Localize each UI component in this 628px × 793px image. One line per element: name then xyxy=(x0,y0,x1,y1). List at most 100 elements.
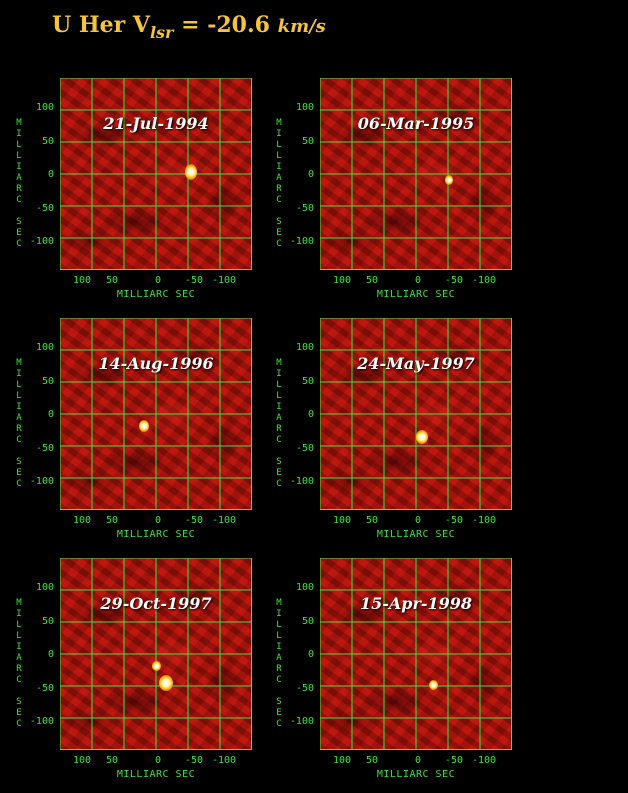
y-tick-label: 100 xyxy=(35,342,54,353)
epoch-date: 24-May-1997 xyxy=(357,354,475,373)
y-tick-label: -50 xyxy=(35,683,54,694)
coordinate-grid xyxy=(320,78,512,270)
map-panel-1: 21-Jul-1994 100 50 0 -50 -100 100 50 0 -50 -100 M I L… xyxy=(14,78,274,308)
y-tick-label: -50 xyxy=(295,203,314,214)
y-tick-label: 100 xyxy=(295,342,314,353)
coordinate-grid xyxy=(320,558,512,750)
y-tick-label: -50 xyxy=(295,683,314,694)
x-axis-label: MILLIARC SEC xyxy=(376,769,456,780)
y-tick-label: -50 xyxy=(35,203,54,214)
x-tick-label: -50 xyxy=(444,275,464,286)
map-panel-5: 29-Oct-1997 100 50 0 -50 -100 100 50 0 -50 -100 M I L… xyxy=(14,558,274,788)
y-tick-label: -50 xyxy=(295,443,314,454)
y-tick-label: 50 xyxy=(301,376,314,387)
y-tick-label: 100 xyxy=(295,582,314,593)
x-tick-label: -100 xyxy=(471,755,497,766)
maser-map: 06-Mar-1995 xyxy=(320,78,512,270)
x-tick-label: -50 xyxy=(184,755,204,766)
maser-spot xyxy=(444,174,453,185)
x-tick-label: -50 xyxy=(444,755,464,766)
maser-spot xyxy=(184,164,197,181)
y-tick-label: 100 xyxy=(295,102,314,113)
maser-spot xyxy=(139,419,150,432)
map-panel-2: 06-Mar-1995 100 50 0 -50 -100 100 50 0 -50 -100 M I L… xyxy=(274,78,534,308)
x-tick-label: 50 xyxy=(365,515,379,526)
y-tick-label: 50 xyxy=(301,616,314,627)
y-tick-label: 0 xyxy=(47,649,54,660)
x-tick-label: 50 xyxy=(365,275,379,286)
x-tick-label: -50 xyxy=(444,515,464,526)
y-tick-label: 0 xyxy=(307,169,314,180)
x-tick-label: 50 xyxy=(105,275,119,286)
y-tick-label: 0 xyxy=(47,169,54,180)
x-axis-label: MILLIARC SEC xyxy=(116,769,196,780)
x-tick-label: 100 xyxy=(332,275,352,286)
x-tick-label: -100 xyxy=(471,515,497,526)
map-panel-3: 14-Aug-1996 100 50 0 -50 -100 100 50 0 -50 -100 M I L… xyxy=(14,318,274,548)
x-tick-label: -50 xyxy=(184,515,204,526)
x-tick-label: 100 xyxy=(72,515,92,526)
epoch-date: 14-Aug-1996 xyxy=(98,354,214,373)
y-tick-label: -100 xyxy=(289,716,314,727)
x-tick-label: 50 xyxy=(105,755,119,766)
x-tick-label: 50 xyxy=(365,755,379,766)
x-tick-label: 100 xyxy=(72,275,92,286)
y-tick-label: -100 xyxy=(29,476,54,487)
y-tick-label: -100 xyxy=(29,236,54,247)
epoch-date: 06-Mar-1995 xyxy=(357,114,475,133)
y-tick-label: 100 xyxy=(35,102,54,113)
epoch-date: 15-Apr-1998 xyxy=(359,594,473,613)
y-tick-label: -50 xyxy=(35,443,54,454)
x-tick-label: 0 xyxy=(154,515,162,526)
x-tick-label: 0 xyxy=(154,275,162,286)
x-axis-label: MILLIARC SEC xyxy=(376,529,456,540)
maser-spot xyxy=(415,430,428,445)
maser-map: 14-Aug-1996 xyxy=(60,318,252,510)
coordinate-grid xyxy=(60,318,252,510)
maser-spot xyxy=(428,679,438,690)
x-tick-label: 100 xyxy=(332,515,352,526)
maser-map: 29-Oct-1997 xyxy=(60,558,252,750)
x-tick-label: -100 xyxy=(211,755,237,766)
maser-map: 24-May-1997 xyxy=(320,318,512,510)
epoch-date: 21-Jul-1994 xyxy=(103,114,209,133)
maser-spot xyxy=(158,674,173,691)
y-tick-label: 0 xyxy=(307,649,314,660)
x-tick-label: 100 xyxy=(332,755,352,766)
x-tick-label: 0 xyxy=(414,755,422,766)
y-tick-label: 100 xyxy=(35,582,54,593)
y-tick-label: 50 xyxy=(41,136,54,147)
x-axis-label: MILLIARC SEC xyxy=(376,289,456,300)
figure-title: U Her Vlsr = -20.6 km/s xyxy=(52,12,326,42)
x-axis-label: MILLIARC SEC xyxy=(116,289,196,300)
x-tick-label: -100 xyxy=(211,515,237,526)
x-axis-label: MILLIARC SEC xyxy=(116,529,196,540)
epoch-date: 29-Oct-1997 xyxy=(100,594,212,613)
x-tick-label: 50 xyxy=(105,515,119,526)
coordinate-grid xyxy=(60,78,252,270)
y-tick-label: 0 xyxy=(307,409,314,420)
y-tick-label: 50 xyxy=(301,136,314,147)
y-tick-label: 50 xyxy=(41,376,54,387)
y-tick-label: -100 xyxy=(289,476,314,487)
map-panel-4: 24-May-1997 100 50 0 -50 -100 100 50 0 -50 -100 M I L… xyxy=(274,318,534,548)
coordinate-grid xyxy=(320,318,512,510)
x-tick-label: 100 xyxy=(72,755,92,766)
x-tick-label: -100 xyxy=(471,275,497,286)
maser-map: 15-Apr-1998 xyxy=(320,558,512,750)
x-tick-label: -100 xyxy=(211,275,237,286)
x-tick-label: 0 xyxy=(414,515,422,526)
x-tick-label: 0 xyxy=(154,755,162,766)
maser-map: 21-Jul-1994 xyxy=(60,78,252,270)
coordinate-grid xyxy=(60,558,252,750)
x-tick-label: -50 xyxy=(184,275,204,286)
y-tick-label: -100 xyxy=(289,236,314,247)
y-tick-label: 0 xyxy=(47,409,54,420)
y-tick-label: 50 xyxy=(41,616,54,627)
map-panel-6: 15-Apr-1998 100 50 0 -50 -100 100 50 0 -50 -100 M I L… xyxy=(274,558,534,788)
